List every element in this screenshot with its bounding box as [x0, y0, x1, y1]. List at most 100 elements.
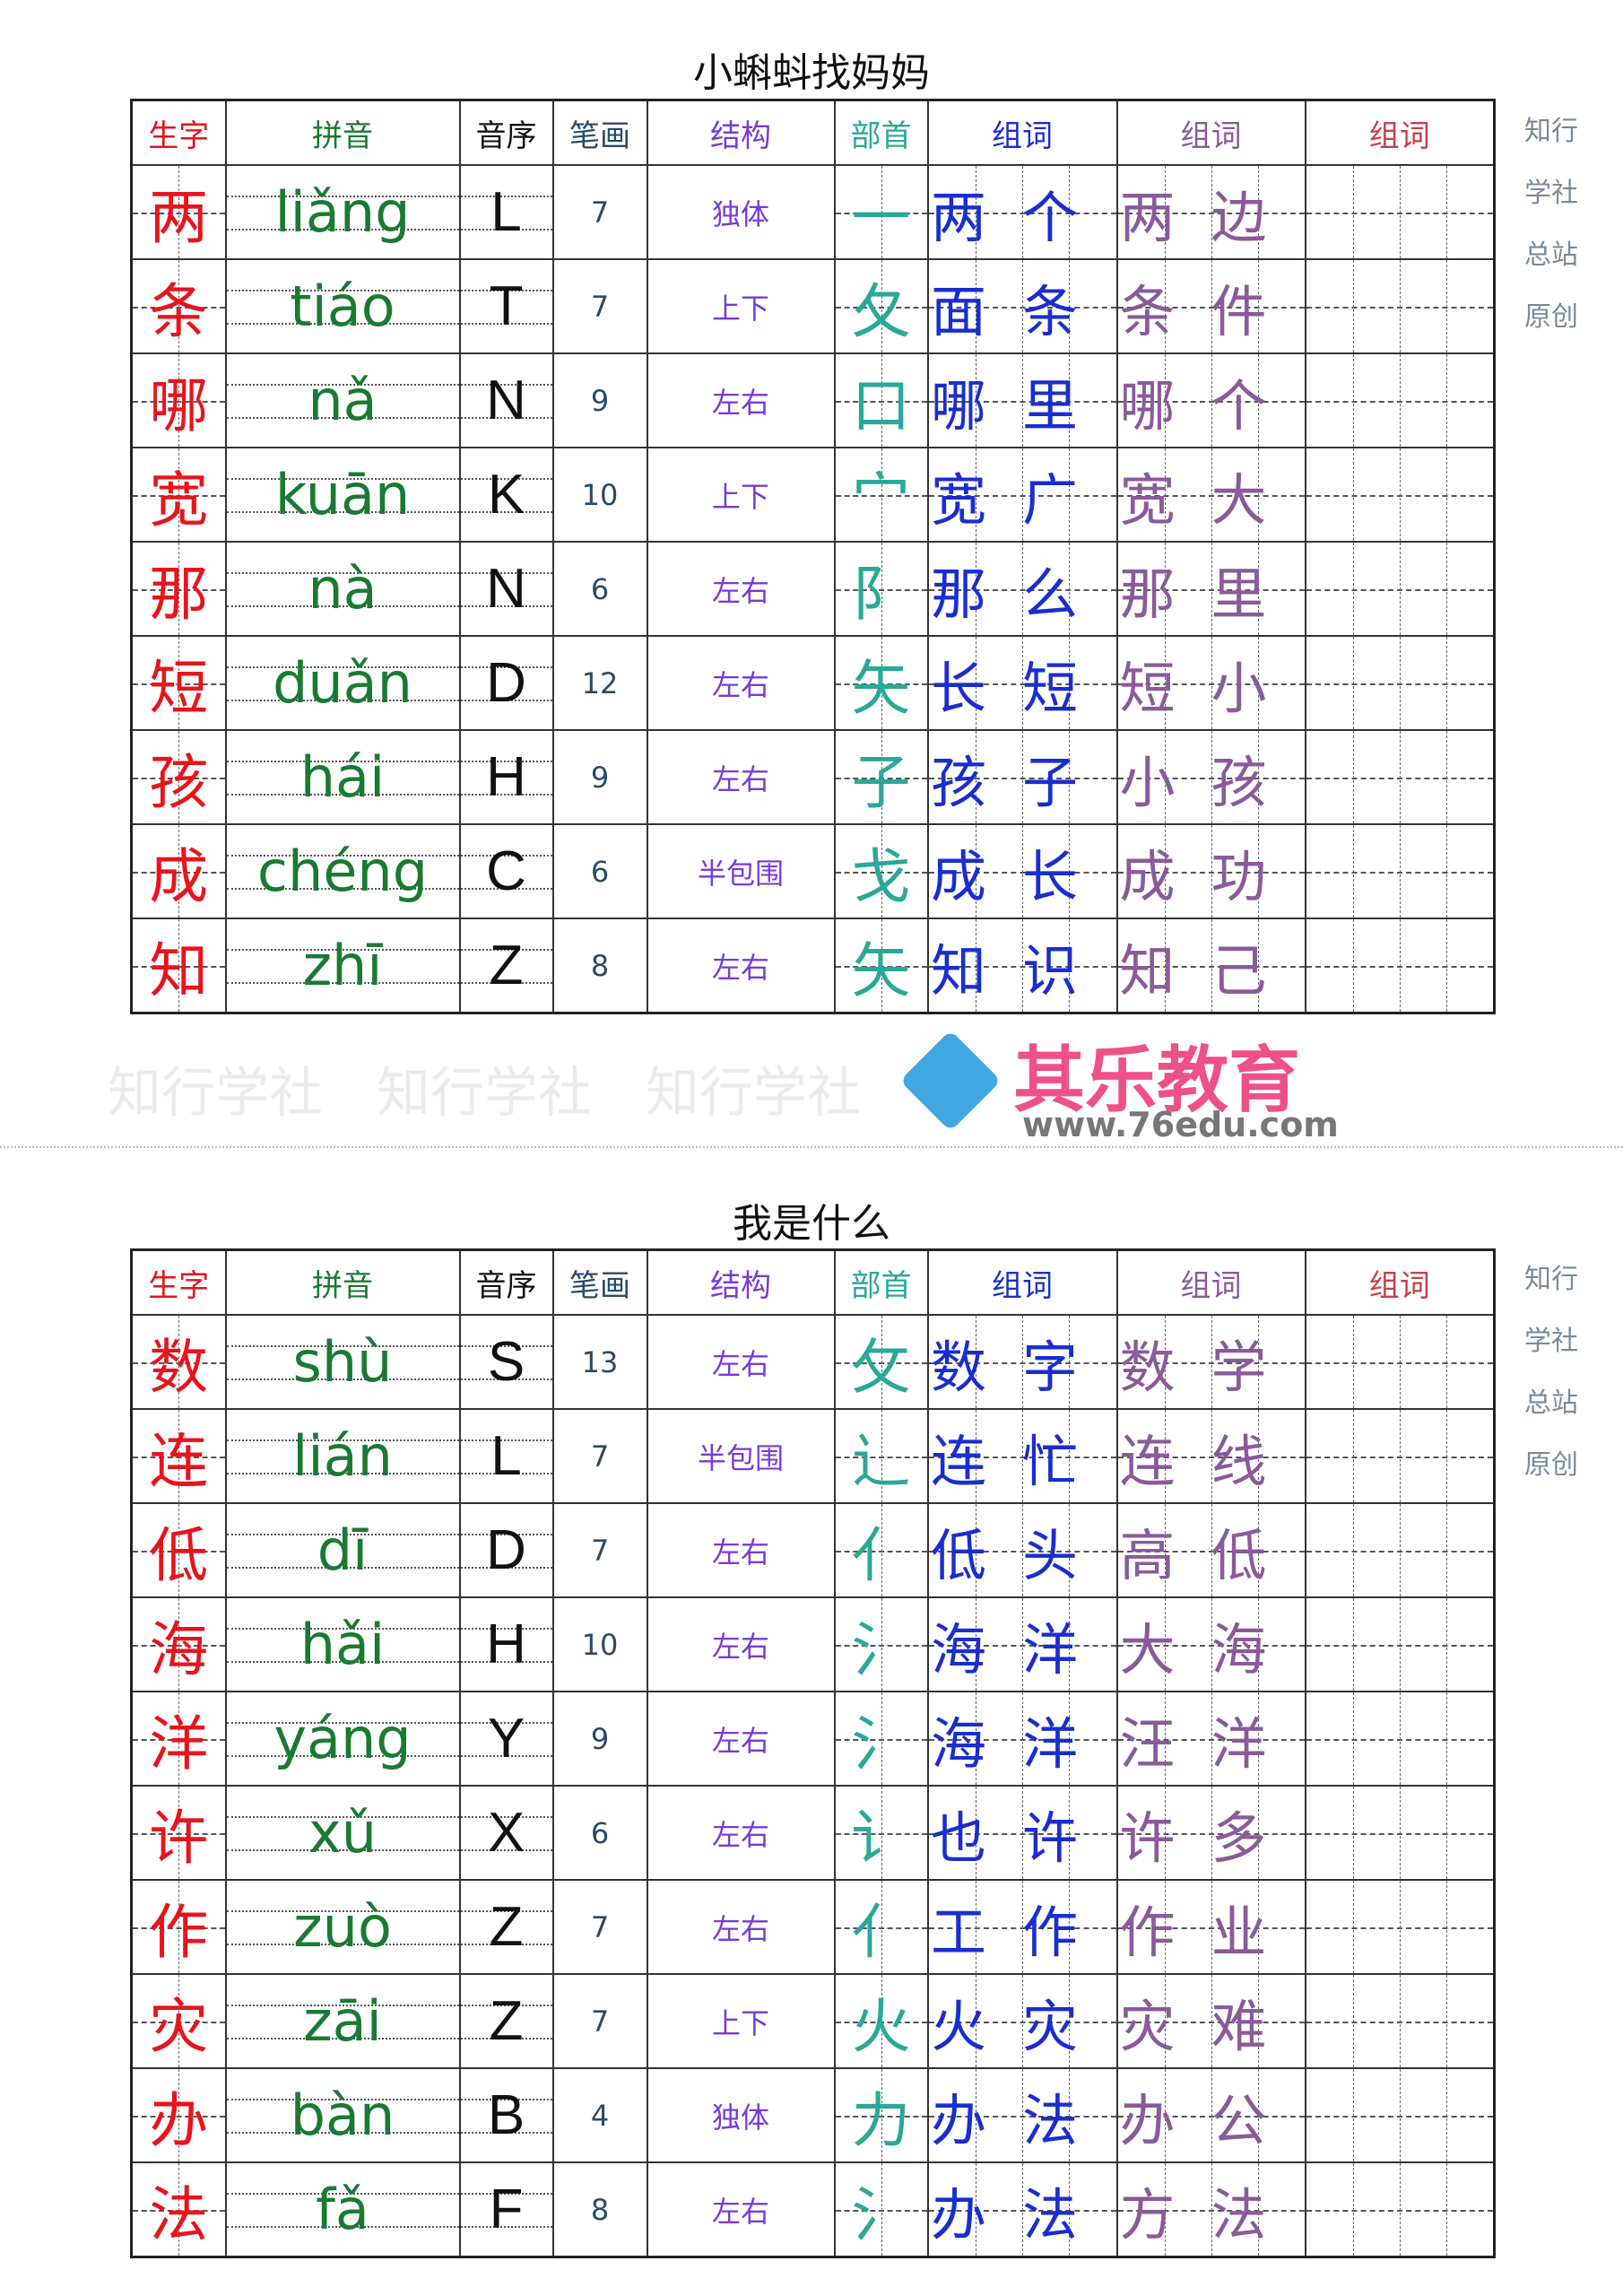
side-label: 知行 学社 总站 原创	[1524, 100, 1578, 348]
word: 方法	[1119, 2181, 1303, 2248]
side-text: 原创	[1524, 301, 1578, 333]
radical: 一	[851, 182, 911, 252]
word: 也许	[930, 1805, 1114, 1871]
section-title: 小蝌蚪找妈妈	[693, 50, 930, 96]
stroke-count: 9	[590, 760, 610, 795]
stroke-count: 7	[590, 1909, 610, 1944]
word: 知识	[930, 937, 1114, 1004]
blank-word-cell	[1304, 1502, 1496, 1598]
table-row: 法 fǎ F 8 左右 氵办法 方法	[130, 2161, 1496, 2258]
section-title: 我是什么	[733, 1201, 890, 1247]
pinyin: yáng	[273, 1706, 412, 1771]
stroke-count: 13	[581, 1344, 619, 1379]
structure: 上下	[711, 2005, 769, 2040]
side-text: 知行	[1524, 1264, 1578, 1295]
stroke-count: 12	[581, 665, 619, 700]
pinyin: bàn	[290, 2083, 395, 2148]
initial-letter: K	[487, 464, 525, 526]
table-row: 那 nà N 6 左右 阝那么 那里	[130, 541, 1496, 637]
initial-letter: L	[490, 1425, 522, 1487]
initial-letter: H	[486, 1613, 526, 1675]
graduation-cap-icon	[899, 1030, 1002, 1132]
initial-letter: T	[489, 275, 524, 337]
radical: 矢	[851, 935, 911, 1005]
character: 短	[149, 653, 209, 723]
table-row: 短 duǎn D 12 左右 矢长短 短小	[130, 635, 1496, 731]
pinyin: liǎng	[274, 179, 411, 245]
initial-letter: Y	[487, 1708, 525, 1770]
stroke-count: 6	[590, 1815, 610, 1850]
pinyin: hái	[299, 744, 386, 810]
word: 办法	[930, 2181, 1114, 2248]
radical: 亻	[851, 1897, 911, 1967]
word: 连忙	[930, 1428, 1114, 1494]
logo-url: www.76edu.com	[1022, 1105, 1339, 1144]
pinyin: shù	[292, 1329, 393, 1395]
header-1: 拼音	[224, 1248, 461, 1316]
character: 海	[149, 1614, 209, 1684]
header-0: 生字	[130, 1248, 227, 1316]
radical: 氵	[851, 2179, 911, 2249]
table-row: 洋 yáng Y 9 左右 氵海洋 汪洋	[130, 1691, 1496, 1787]
blank-word-cell	[1304, 1691, 1496, 1787]
radical: 火	[851, 1991, 911, 2061]
structure: 左右	[711, 950, 769, 985]
pinyin: dī	[317, 1518, 369, 1583]
structure: 左右	[711, 1911, 769, 1946]
stroke-count: 9	[590, 383, 610, 418]
initial-letter: C	[486, 840, 526, 902]
radical: 亻	[851, 1520, 911, 1590]
character: 数	[149, 1332, 209, 1402]
character: 哪	[149, 370, 209, 440]
structure: 左右	[711, 2194, 769, 2229]
word: 两边	[1119, 184, 1303, 250]
header-4: 结构	[646, 99, 836, 166]
side-text: 学社	[1524, 178, 1578, 209]
table-row: 许 xǔ X 6 左右 讠也许 许多	[130, 1785, 1496, 1881]
radical: 氵	[851, 1614, 911, 1684]
word: 数学	[1119, 1334, 1303, 1400]
table-row: 宽 kuān K 10 上下 宀宽广 宽大	[130, 447, 1496, 543]
stroke-count: 7	[590, 2004, 610, 2039]
word: 那么	[930, 561, 1114, 627]
pinyin: nǎ	[308, 368, 378, 433]
structure: 上下	[711, 479, 769, 514]
character: 条	[149, 276, 209, 346]
table-row: 条 tiáo T 7 上下 夂面条 条件	[130, 258, 1496, 354]
table-row: 灾 zāi Z 7 上下 火火灾 灾难	[130, 1973, 1496, 2069]
blank-word-cell	[1304, 918, 1496, 1014]
word: 哪里	[930, 372, 1114, 439]
word: 两个	[930, 184, 1114, 250]
table-row: 数 shù S 13 左右 攵数字 数学	[130, 1314, 1496, 1410]
blank-word-cell	[1304, 541, 1496, 637]
blank-word-cell	[1304, 823, 1496, 919]
stroke-count: 4	[590, 2098, 610, 2133]
initial-letter: N	[486, 370, 526, 431]
word: 高低	[1119, 1522, 1303, 1588]
pinyin: lián	[292, 1423, 393, 1489]
pinyin: kuān	[274, 462, 411, 527]
blank-word-cell	[1304, 2067, 1496, 2163]
character: 知	[149, 935, 209, 1005]
stroke-count: 7	[590, 195, 610, 230]
word: 作业	[1119, 1899, 1303, 1965]
initial-letter: H	[486, 746, 526, 808]
table-row: 海 hǎi H 10 左右 氵海洋 大海	[130, 1596, 1496, 1692]
word: 许多	[1119, 1805, 1303, 1871]
initial-letter: D	[486, 652, 526, 714]
pinyin: nà	[308, 556, 378, 622]
side-text: 总站	[1524, 239, 1578, 271]
stroke-count: 9	[590, 1721, 610, 1756]
table-row: 成 chéng C 6 半包围 戈成长 成功	[130, 823, 1496, 919]
radical: 宀	[851, 465, 911, 535]
character-table: 生字 拼音 音序 笔画 结构 部首 组词 组词 组词数 shù S 13 左右攵数字 数学连 lián L 7 半…	[130, 1248, 1496, 2258]
stroke-count: 7	[590, 289, 610, 324]
word: 办法	[930, 2087, 1114, 2153]
initial-letter: Z	[489, 1896, 524, 1958]
side-text: 学社	[1524, 1326, 1578, 1357]
pinyin: zuò	[293, 1894, 392, 1960]
table-row: 哪 nǎ N 9 左右 口哪里 哪个	[130, 352, 1496, 448]
header-0: 生字	[130, 99, 227, 166]
character: 作	[149, 1897, 209, 1967]
structure: 左右	[711, 667, 769, 702]
